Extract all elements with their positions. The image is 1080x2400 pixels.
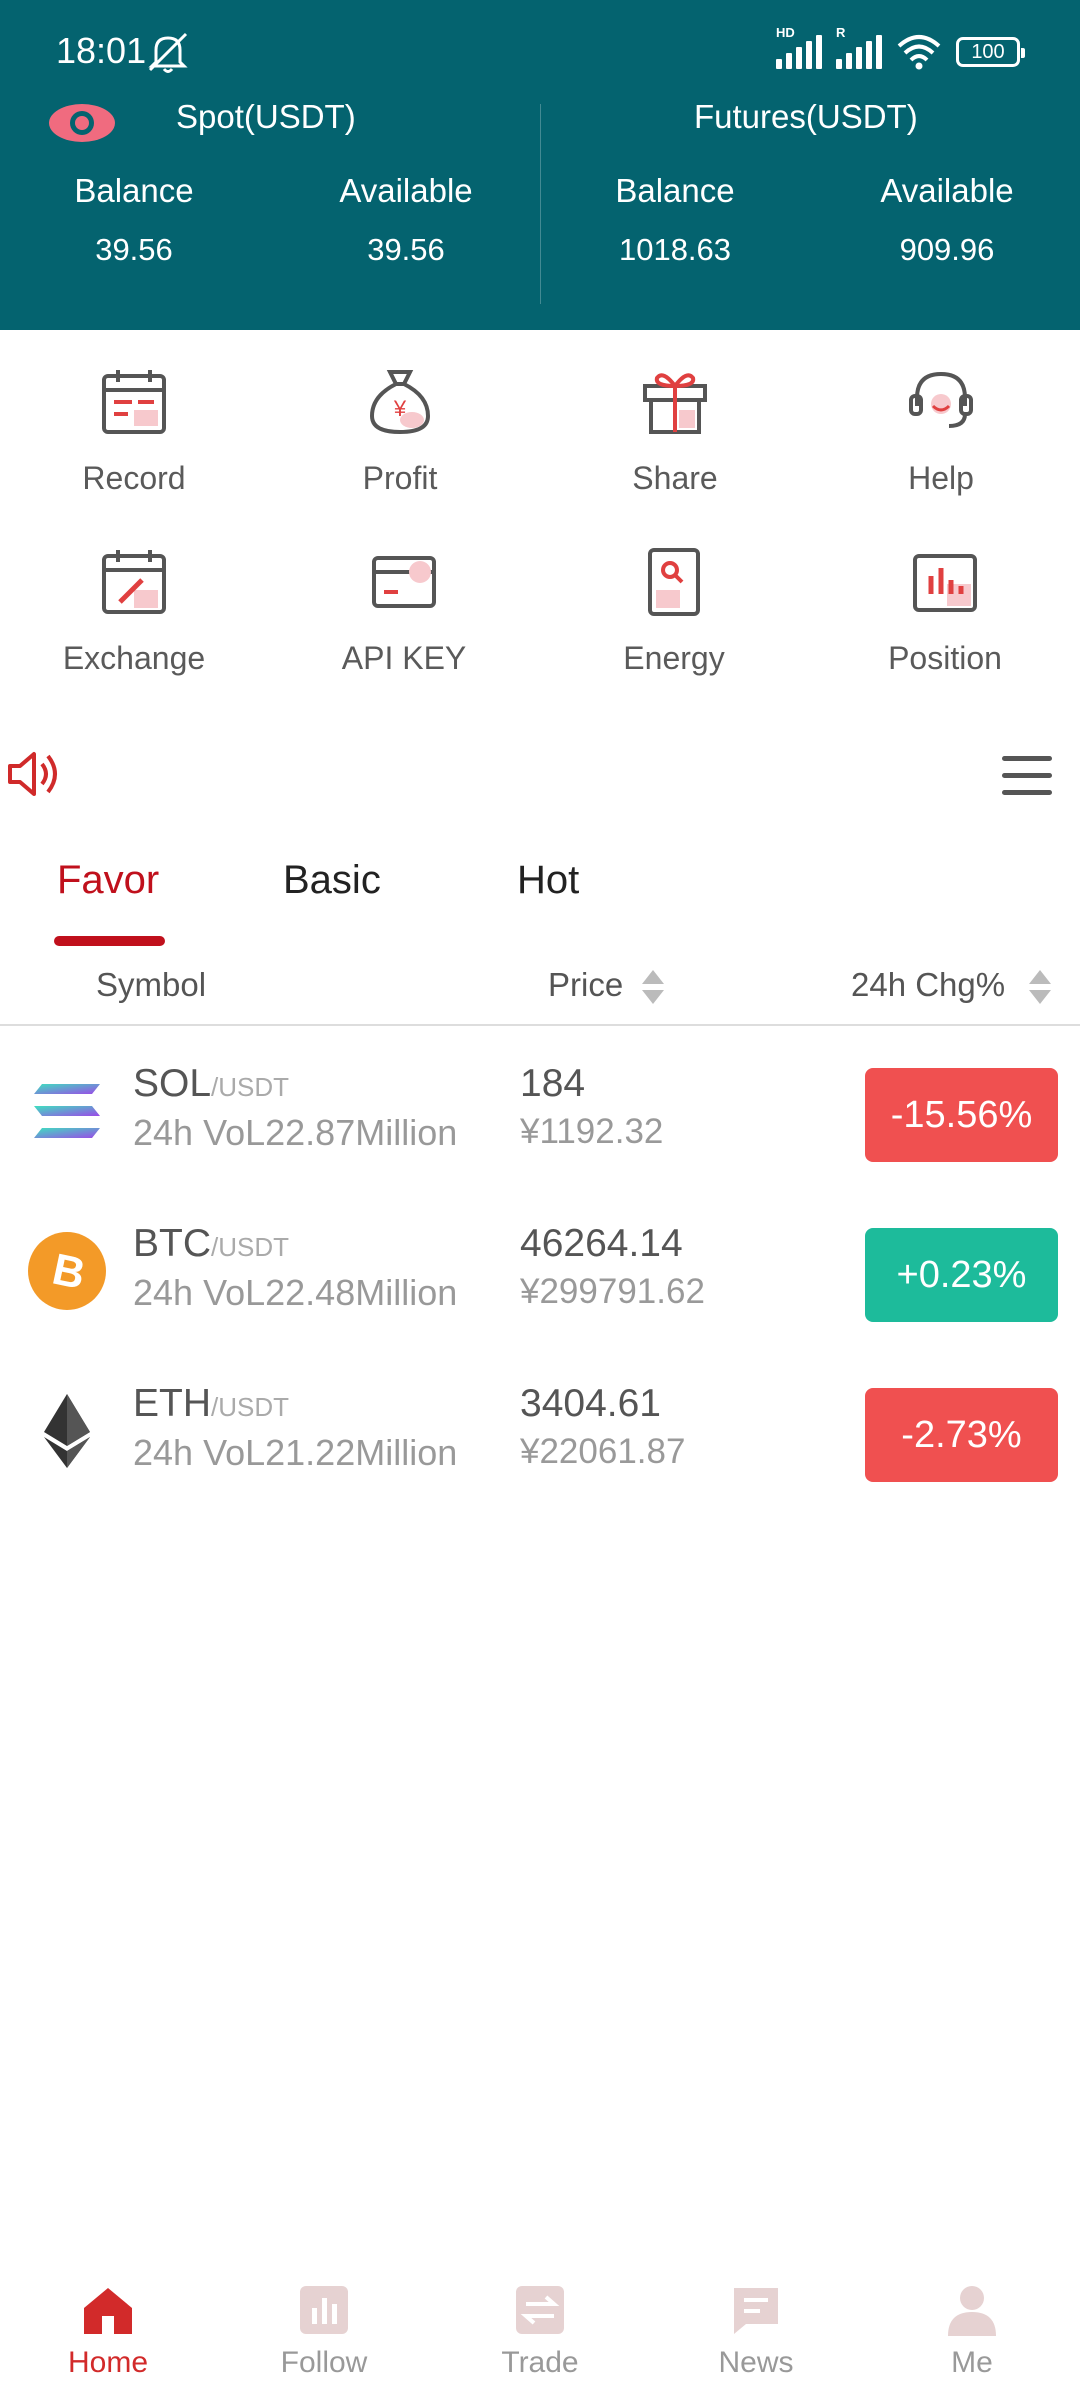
change-badge[interactable]: -15.56% — [865, 1068, 1058, 1162]
sol-coin-icon — [34, 1084, 100, 1138]
tab-active-indicator — [54, 936, 165, 946]
futures-balance-label: Balance — [615, 172, 735, 209]
follow-chart-icon — [300, 2286, 348, 2334]
menu-position-label: Position — [888, 640, 1002, 676]
menu-record-label: Record — [82, 460, 186, 496]
menu-help[interactable]: Help — [821, 366, 1061, 497]
coin-price-cny: ¥22061.87 — [520, 1432, 686, 1471]
coin-price-cny: ¥1192.32 — [520, 1112, 664, 1151]
menu-exchange[interactable]: Exchange — [14, 546, 254, 677]
trade-arrows-icon — [516, 2286, 564, 2334]
column-symbol: Symbol — [96, 966, 207, 1003]
wifi-icon — [897, 35, 941, 70]
futures-balance-value: 1018.63 — [618, 232, 732, 267]
column-price[interactable]: Price — [548, 966, 624, 1003]
menu-exchange-label: Exchange — [62, 640, 206, 676]
nav-me[interactable]: Me — [864, 2260, 1080, 2380]
coin-symbol: ETH/USDT — [133, 1382, 289, 1425]
nav-follow[interactable]: Follow — [216, 2260, 432, 2380]
status-icons: HD R 100 — [776, 25, 1025, 74]
list-header-divider — [0, 1024, 1080, 1026]
coin-volume: 24h VoL22.48Million — [133, 1272, 458, 1313]
coin-price: 184 — [520, 1062, 586, 1105]
menu-share-label: Share — [632, 460, 718, 496]
card-icon — [372, 556, 436, 608]
menu-energy-label: Energy — [623, 640, 725, 676]
signal-r-icon: R — [836, 25, 882, 69]
btc-coin-icon: B — [28, 1232, 106, 1310]
coin-price: 46264.14 — [520, 1222, 683, 1265]
coin-row-sol[interactable]: SOL/USDT 24h VoL22.87Million 184 ¥1192.3… — [0, 1050, 1080, 1210]
news-message-icon — [734, 2288, 778, 2334]
calendar-edit-icon — [102, 550, 166, 614]
tab-favor[interactable]: Favor — [57, 858, 160, 902]
account-header: 18:01 HD R 100 — [0, 0, 1080, 330]
change-badge[interactable]: -2.73% — [865, 1388, 1058, 1482]
nav-trade[interactable]: Trade — [432, 2260, 648, 2380]
spot-balance-value: 39.56 — [95, 232, 173, 267]
menu-api-key-label: API KEY — [341, 640, 467, 676]
search-doc-icon — [648, 548, 700, 616]
coin-price: 3404.61 — [520, 1382, 661, 1425]
column-change[interactable]: 24h Chg% — [851, 966, 1006, 1003]
home-icon — [84, 2288, 132, 2334]
tab-hot[interactable]: Hot — [517, 858, 580, 902]
svg-text:¥: ¥ — [393, 396, 407, 421]
coin-price-cny: ¥299791.62 — [520, 1272, 705, 1311]
menu-profit-label: Profit — [362, 460, 438, 496]
bell-muted-icon — [148, 32, 188, 73]
change-sort-icon[interactable] — [1027, 968, 1053, 1006]
battery-icon: 100 — [956, 37, 1025, 67]
tab-basic[interactable]: Basic — [283, 858, 381, 902]
spot-available-value: 39.56 — [367, 232, 445, 267]
eye-toggle-icon[interactable] — [48, 102, 116, 144]
calendar-record-icon — [102, 370, 166, 434]
menu-hamburger-icon[interactable] — [1002, 756, 1052, 796]
bottom-navigation: Home Follow Trade News Me — [0, 2260, 1080, 2400]
person-icon — [948, 2286, 996, 2336]
menu-share[interactable]: Share — [555, 366, 795, 497]
status-time: 18:01 — [56, 30, 147, 71]
bar-chart-icon — [913, 554, 977, 612]
futures-available-label: Available — [880, 172, 1014, 209]
header-divider — [540, 104, 541, 304]
menu-help-label: Help — [908, 460, 974, 496]
headset-icon — [909, 371, 973, 428]
coin-symbol: SOL/USDT — [133, 1062, 290, 1105]
change-badge[interactable]: +0.23% — [865, 1228, 1058, 1322]
speaker-icon[interactable] — [6, 746, 62, 802]
money-bag-icon: ¥ — [369, 370, 431, 435]
spot-available-label: Available — [339, 172, 473, 209]
eth-coin-icon — [44, 1394, 90, 1468]
menu-profit[interactable]: ¥ Profit — [280, 366, 520, 497]
gift-icon — [643, 373, 707, 434]
coin-volume: 24h VoL22.87Million — [133, 1112, 458, 1153]
menu-energy[interactable]: Energy — [554, 546, 794, 677]
price-sort-icon[interactable] — [640, 968, 666, 1006]
status-bar: 18:01 HD R 100 — [0, 0, 1080, 100]
menu-position[interactable]: Position — [825, 546, 1065, 677]
nav-news[interactable]: News — [648, 2260, 864, 2380]
coin-volume: 24h VoL21.22Million — [133, 1432, 458, 1473]
nav-home[interactable]: Home — [0, 2260, 216, 2380]
futures-available-value: 909.96 — [899, 232, 995, 267]
coin-row-eth[interactable]: ETH/USDT 24h VoL21.22Million 3404.61 ¥22… — [0, 1370, 1080, 1530]
coin-symbol: BTC/USDT — [133, 1222, 289, 1265]
signal-hd-icon: HD — [776, 25, 822, 69]
spot-title[interactable]: Spot(USDT) — [176, 98, 356, 135]
menu-api-key[interactable]: API KEY — [284, 546, 524, 677]
menu-record[interactable]: Record — [14, 366, 254, 497]
futures-title[interactable]: Futures(USDT) — [694, 98, 918, 135]
spot-balance-label: Balance — [74, 172, 194, 209]
coin-row-btc[interactable]: B BTC/USDT 24h VoL22.48Million 46264.14 … — [0, 1210, 1080, 1370]
